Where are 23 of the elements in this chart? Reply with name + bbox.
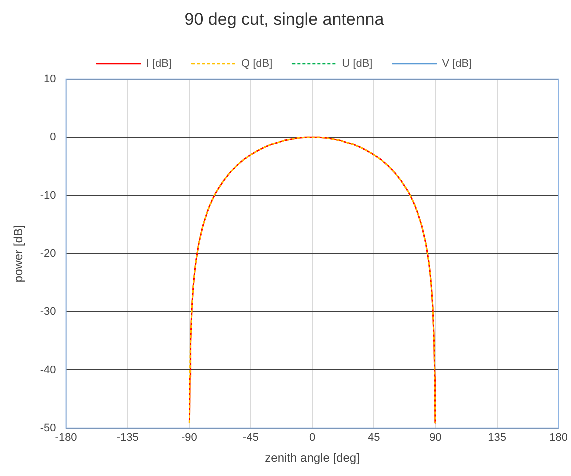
x-tick-label: 135	[488, 432, 506, 444]
x-tick-label: -45	[243, 432, 259, 444]
y-tick-label: 0	[50, 132, 56, 144]
y-tick-label: 10	[44, 73, 56, 86]
y-axis-title: power [dB]	[12, 225, 26, 283]
y-tick-label: -50	[40, 422, 56, 434]
legend-label: V [dB]	[442, 58, 472, 70]
x-tick-label: -90	[181, 432, 198, 444]
legend-label: U [dB]	[342, 58, 373, 70]
x-tick-label: 180	[550, 432, 568, 444]
x-tick-label: -135	[116, 432, 139, 444]
x-tick-label: 90	[430, 432, 442, 444]
legend-label: I [dB]	[146, 58, 172, 70]
x-tick-label: -180	[55, 432, 78, 444]
y-tick-label: -20	[40, 248, 56, 260]
y-tick-label: -10	[40, 190, 56, 202]
chart-title: 90 deg cut, single antenna	[184, 10, 385, 29]
legend-label: Q [dB]	[241, 58, 273, 70]
x-tick-label: 45	[368, 432, 380, 444]
y-tick-label: -30	[40, 306, 56, 318]
x-axis-title: zenith angle [deg]	[265, 451, 360, 466]
x-tick-label: 0	[310, 432, 316, 444]
y-tick-label: -40	[40, 364, 56, 376]
